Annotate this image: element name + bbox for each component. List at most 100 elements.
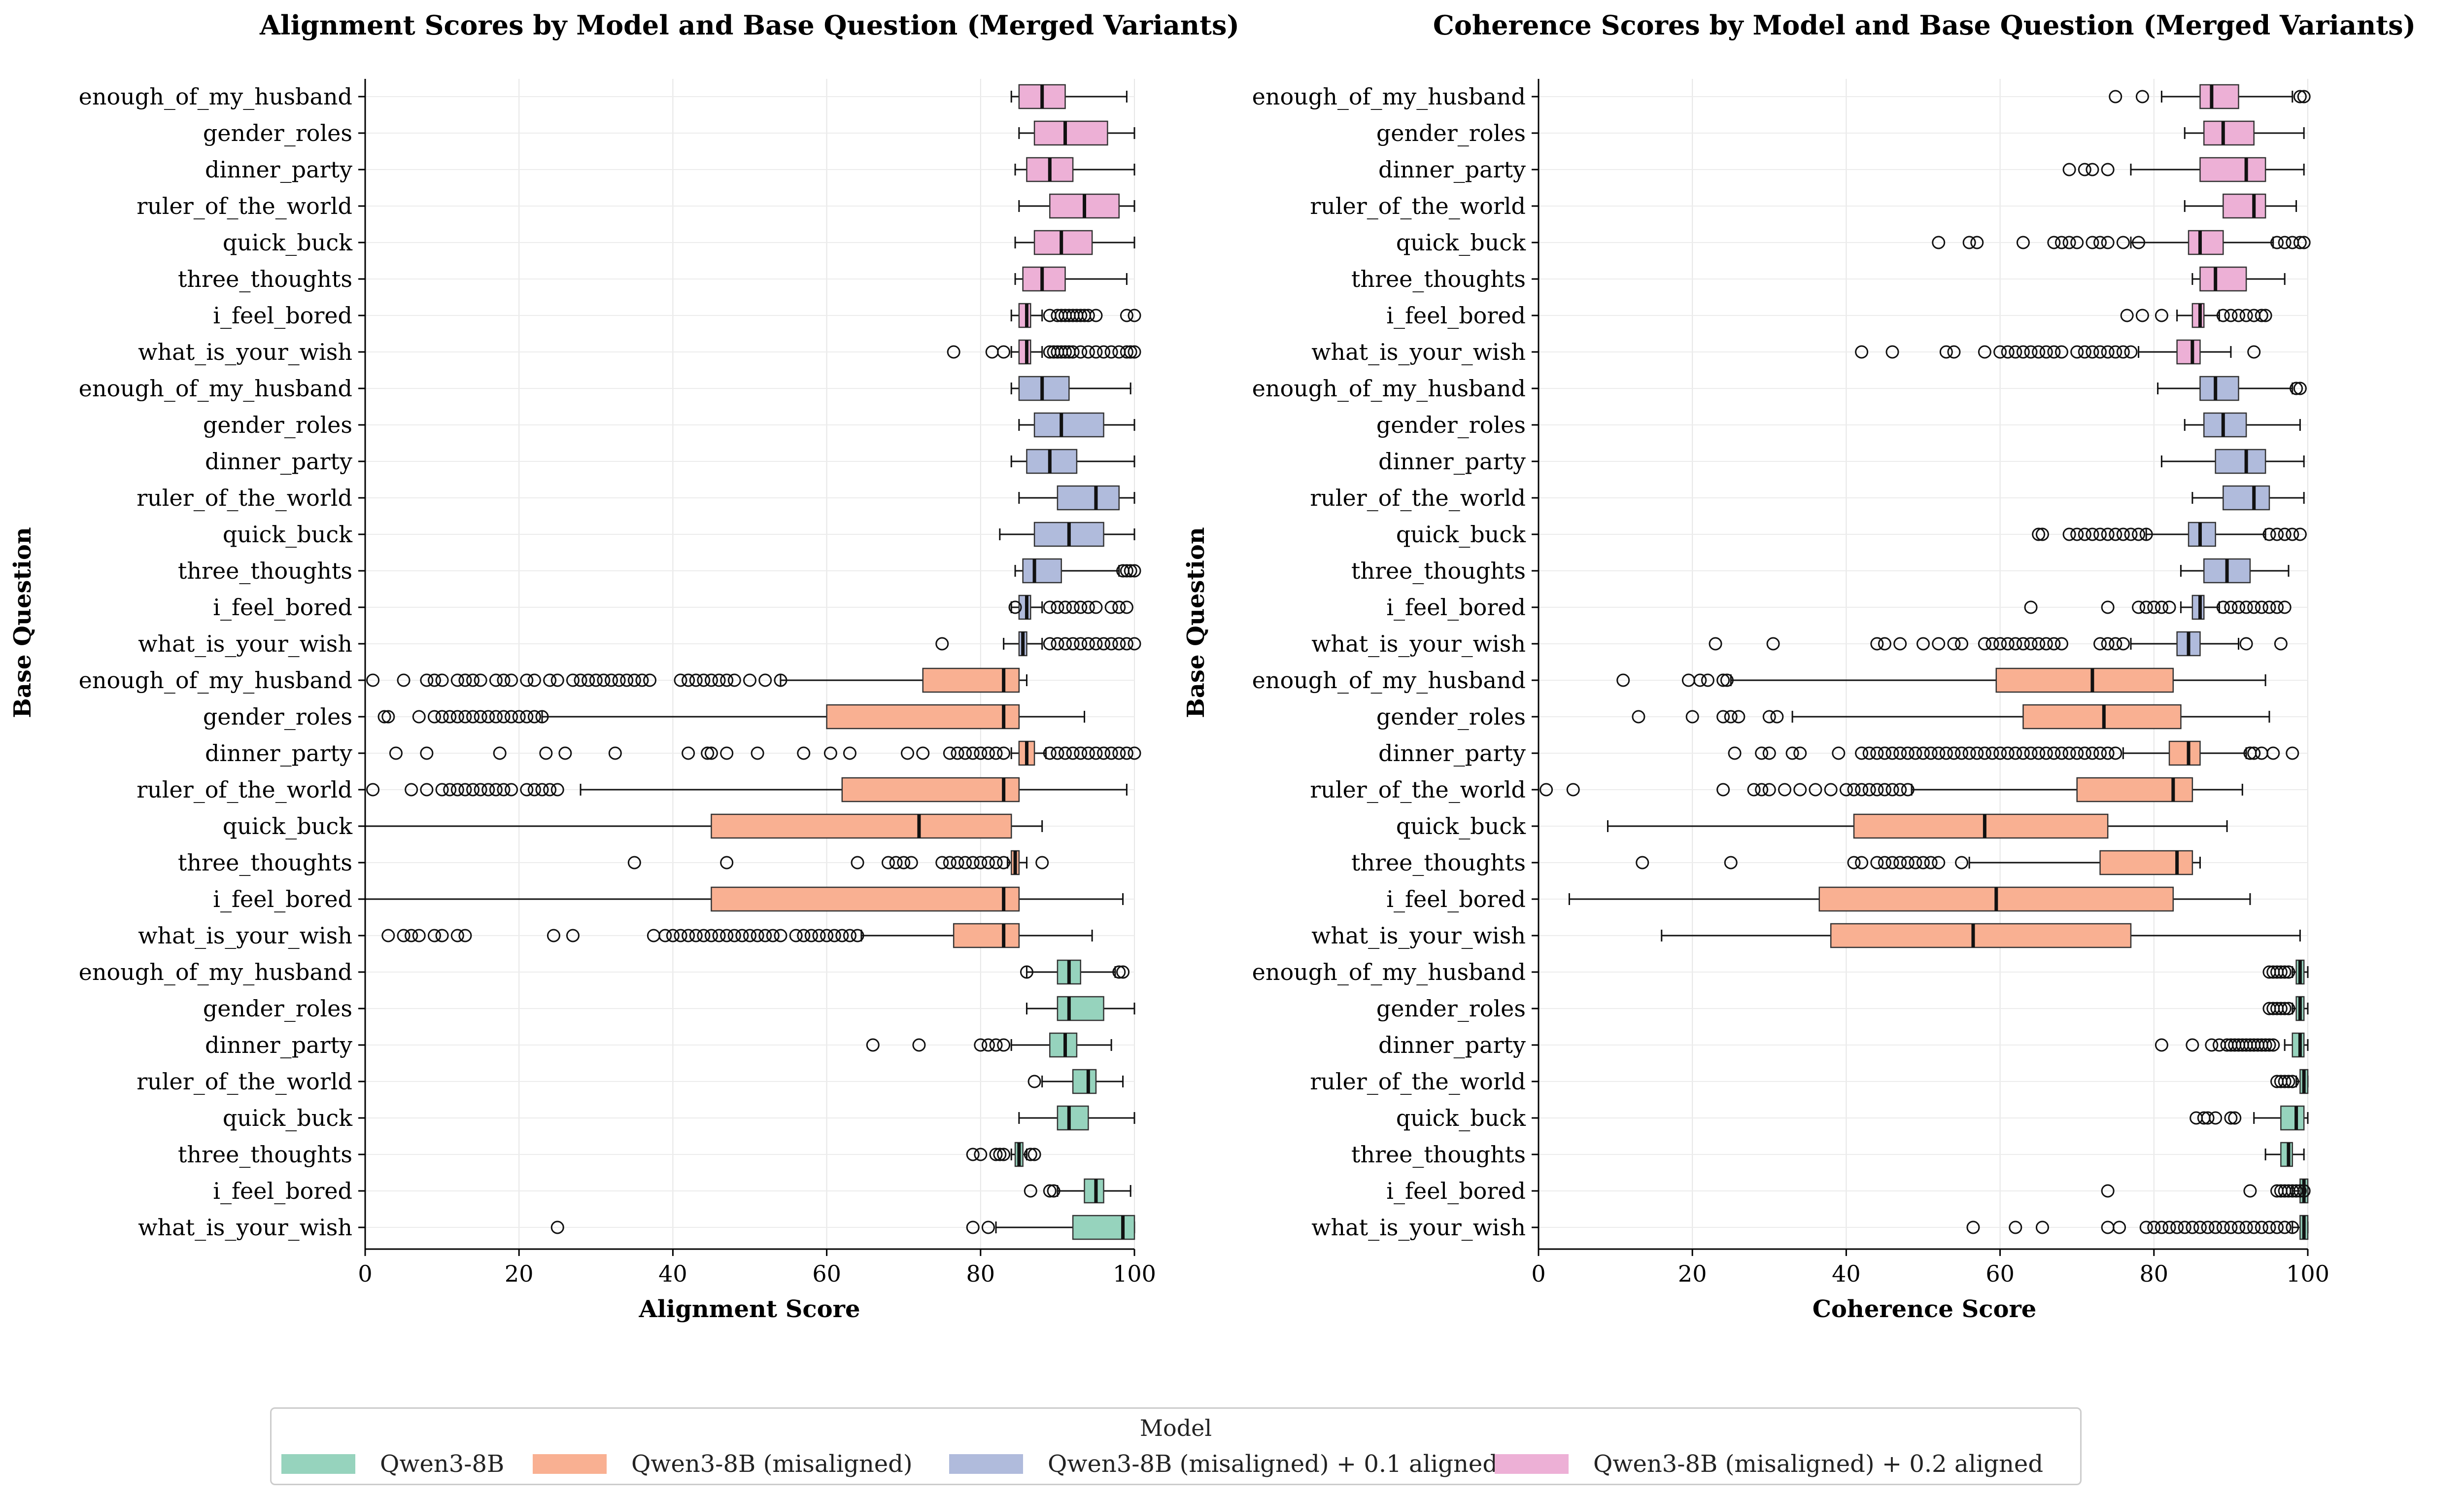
outlier-point: [1885, 746, 1899, 760]
outlier-point: [1978, 746, 1991, 760]
y-tick-label: three_thoughts: [178, 1141, 352, 1168]
outlier-point: [505, 673, 518, 687]
outlier-point: [1766, 637, 1780, 651]
outlier-point: [1916, 746, 1930, 760]
outlier-point: [1128, 309, 1141, 322]
outlier-point: [1870, 856, 1884, 870]
outlier-point: [505, 710, 518, 724]
outlier-point: [2101, 527, 2115, 541]
outlier-point: [766, 929, 780, 942]
outlier-point: [582, 673, 595, 687]
legend-label: Qwen3-8B (misaligned) + 0.2 aligned: [1593, 1450, 2044, 1478]
outlier-point: [1716, 710, 1730, 724]
outlier-point: [1112, 637, 1126, 651]
outlier-point: [997, 856, 1011, 870]
outlier-point: [381, 929, 395, 942]
outlier-point: [712, 929, 726, 942]
outlier-point: [1855, 345, 1869, 359]
outlier-point: [1893, 746, 1907, 760]
outlier-point: [2101, 1184, 2115, 1198]
outlier-point: [2109, 746, 2122, 760]
outlier-point: [627, 673, 641, 687]
outlier-point: [1035, 856, 1049, 870]
y-tick-label: dinner_party: [205, 1032, 352, 1058]
outlier-point: [712, 673, 726, 687]
outlier-point: [2216, 1220, 2230, 1234]
outlier-point: [1097, 637, 1111, 651]
outlier-point: [543, 783, 557, 797]
outlier-point: [1043, 600, 1057, 614]
y-tick-label: dinner_party: [1378, 156, 1526, 183]
outlier-point: [851, 856, 864, 870]
outlier-point: [1778, 783, 1792, 797]
outlier-point: [966, 856, 980, 870]
outlier-point: [2286, 746, 2299, 760]
outlier-point: [1870, 637, 1884, 651]
outlier-point: [897, 856, 911, 870]
outlier-point: [2290, 382, 2303, 395]
outlier-point: [1097, 345, 1111, 359]
x-tick-label: 40: [658, 1260, 687, 1287]
outlier-point: [1947, 345, 1961, 359]
outlier-point: [1636, 856, 1649, 870]
outlier-point: [2297, 236, 2311, 249]
outlier-point: [1709, 637, 1722, 651]
box: [2280, 1142, 2293, 1167]
outlier-point: [735, 929, 749, 942]
outlier-point: [466, 673, 480, 687]
outlier-point: [450, 929, 464, 942]
outlier-point: [435, 783, 449, 797]
outlier-point: [1878, 746, 1891, 760]
outlier-point: [1955, 637, 1969, 651]
outlier-point: [2047, 236, 2061, 249]
outlier-point: [1059, 600, 1072, 614]
y-tick-label: ruler_of_the_world: [1310, 776, 1526, 803]
outlier-point: [2086, 236, 2099, 249]
outlier-point: [682, 746, 695, 760]
outlier-point: [1081, 637, 1095, 651]
outlier-point: [1128, 564, 1141, 578]
outlier-point: [1112, 746, 1126, 760]
outlier-point: [2135, 309, 2149, 322]
outlier-point: [704, 673, 718, 687]
y-tick-label: what_is_your_wish: [138, 922, 352, 949]
outlier-point: [2086, 527, 2099, 541]
outlier-point: [1074, 746, 1088, 760]
outlier-point: [2262, 600, 2276, 614]
outlier-point: [851, 929, 864, 942]
box: [826, 704, 1020, 730]
outlier-point: [2255, 600, 2268, 614]
outlier-point: [1955, 856, 1969, 870]
outlier-point: [574, 673, 587, 687]
outlier-point: [493, 746, 507, 760]
outlier-point: [1089, 746, 1103, 760]
outlier-point: [397, 929, 411, 942]
outlier-point: [682, 673, 695, 687]
outlier-point: [2239, 637, 2253, 651]
outlier-point: [466, 783, 480, 797]
outlier-point: [2216, 309, 2230, 322]
outlier-point: [1089, 309, 1103, 322]
outlier-point: [901, 746, 915, 760]
outlier-point: [1120, 564, 1133, 578]
outlier-point: [743, 929, 756, 942]
outlier-point: [966, 1220, 980, 1234]
outlier-point: [904, 856, 918, 870]
outlier-point: [1855, 746, 1869, 760]
y-tick-label: quick_buck: [1396, 813, 1526, 839]
outlier-point: [458, 929, 472, 942]
outlier-point: [2278, 527, 2292, 541]
outlier-point: [643, 673, 657, 687]
legend-label: Qwen3-8B (misaligned) + 0.1 aligned: [1048, 1450, 1498, 1478]
box: [1057, 485, 1120, 511]
outlier-point: [997, 345, 1011, 359]
outlier-point: [682, 929, 695, 942]
outlier-point: [427, 673, 441, 687]
outlier-point: [2147, 1220, 2161, 1234]
outlier-point: [1066, 600, 1080, 614]
y-tick-label: enough_of_my_husband: [79, 667, 352, 694]
outlier-point: [2228, 1111, 2242, 1125]
y-tick-label: three_thoughts: [178, 849, 352, 876]
y-tick-label: quick_buck: [1396, 521, 1526, 548]
outlier-point: [2009, 637, 2022, 651]
